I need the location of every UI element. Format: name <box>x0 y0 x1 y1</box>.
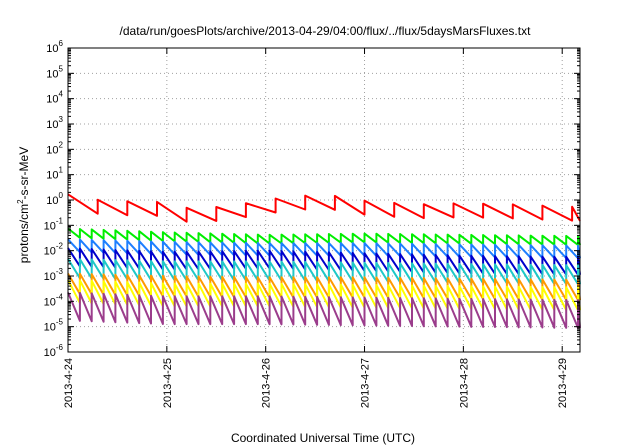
y-axis-title: protons/cm2-s-sr-MeV <box>16 147 31 263</box>
y-tick-label: 103 <box>46 115 63 131</box>
y-axis-title-tail: -s-sr-MeV <box>17 147 31 200</box>
y-axis-title-sup: 2 <box>16 199 25 204</box>
y-tick-label: 10-2 <box>44 242 64 258</box>
x-tick-label: 2013-4-28 <box>458 358 470 408</box>
y-tick-label: 10-1 <box>44 216 64 232</box>
y-tick-label: 100 <box>46 191 63 207</box>
plot-frame <box>67 47 581 353</box>
y-tick-label: 101 <box>46 166 63 182</box>
x-tick-label: 2013-4-26 <box>261 358 273 408</box>
x-tick-label: 2013-4-29 <box>557 358 569 408</box>
chart-title: /data/run/goesPlots/archive/2013-04-29/0… <box>120 24 532 38</box>
series-line-4 <box>67 247 581 276</box>
x-tick-labels: 2013-4-24 2013-4-25 2013-4-26 2013-4-27 2013… <box>63 358 569 408</box>
y-tick-label: 105 <box>46 64 63 80</box>
y-tick-labels: 10-6 10-5 10-4 10-3 10-2 10-1 100 101 102 103 104 1… <box>44 39 64 359</box>
y-tick-label: 10-6 <box>44 343 64 359</box>
series-line-5 <box>67 258 581 286</box>
x-tick-label: 2013-4-24 <box>63 358 75 408</box>
series-line-1 <box>67 193 581 223</box>
x-tick-label: 2013-4-25 <box>162 358 174 408</box>
y-tick-label: 10-3 <box>44 267 64 283</box>
x-axis-title: Coordinated Universal Time (UTC) <box>231 431 415 445</box>
y-axis-title-main: protons/cm <box>17 204 31 263</box>
y-tick-label: 10-4 <box>44 292 64 308</box>
y-tick-label: 10-5 <box>44 318 64 334</box>
y-tick-label: 102 <box>46 140 63 156</box>
grid-lines <box>68 48 580 352</box>
series-line-8 <box>67 291 581 329</box>
x-tick-label: 2013-4-27 <box>360 358 372 408</box>
series-line-3 <box>67 238 581 260</box>
series-line-7 <box>67 279 581 312</box>
series-layer <box>67 193 581 329</box>
series-line-2 <box>67 227 581 246</box>
y-tick-label: 104 <box>46 90 63 106</box>
y-tick-label: 106 <box>46 39 63 55</box>
